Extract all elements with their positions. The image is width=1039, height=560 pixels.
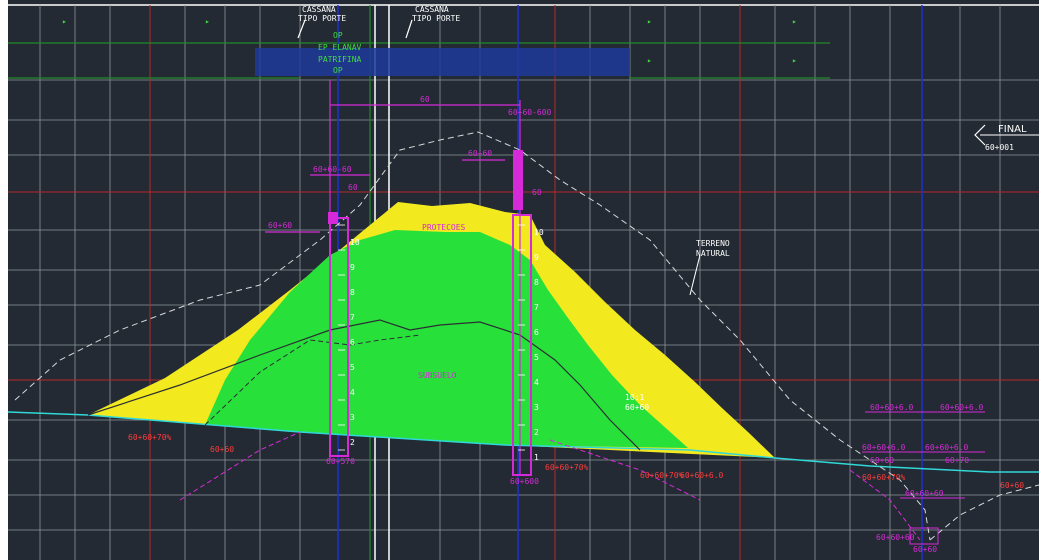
right-top-2: 60+60+6.0 <box>940 403 984 412</box>
right-bottom-2: 60+60+60 <box>876 533 915 542</box>
svg-text:6: 6 <box>534 328 539 337</box>
dim-left-elev: 60+60-60 <box>313 165 352 174</box>
svg-text:8: 8 <box>534 278 539 287</box>
right-row-1: 60+60 <box>870 456 894 465</box>
red-right-1: 60+60+70% <box>640 471 684 480</box>
svg-text:▸: ▸ <box>62 17 67 26</box>
right-row-2: 60+70 <box>945 456 969 465</box>
center-note-3: PATRIFINA <box>318 55 362 64</box>
right-mid-1: 60+60+6.0 <box>862 443 906 452</box>
svg-text:▸: ▸ <box>792 17 797 26</box>
top-pointer-arrows <box>297 19 413 39</box>
right-bottom-1: 60+60+60 <box>905 489 944 498</box>
svg-text:▸: ▸ <box>792 56 797 65</box>
svg-text:10: 10 <box>534 228 544 237</box>
svg-text:4: 4 <box>350 388 355 397</box>
red-left-1: 60+60+70% <box>128 433 172 442</box>
svg-text:7: 7 <box>534 303 539 312</box>
red-left-2: 60+60 <box>210 445 234 454</box>
right-pile-ticks <box>518 224 525 451</box>
right-red-2: 60+60 <box>1000 481 1024 490</box>
svg-text:8: 8 <box>350 288 355 297</box>
right-pile-cap <box>513 150 523 210</box>
title-band <box>255 48 630 76</box>
svg-text:10: 10 <box>350 238 360 247</box>
center-note-1: OP <box>333 31 343 40</box>
right-top-tag: 60+60 <box>468 149 492 158</box>
bottom-right-col: 60+600 <box>510 477 539 486</box>
right-col-marks: 10 9 8 7 6 5 4 3 2 1 <box>534 228 544 462</box>
right-red-1: 60+60+70% <box>862 473 906 482</box>
left-pile-column <box>329 217 349 457</box>
svg-text:4: 4 <box>534 378 539 387</box>
svg-text:3: 3 <box>534 403 539 412</box>
slope-tag-2: 60+60 <box>625 403 649 412</box>
left-pile-ticks <box>338 224 345 451</box>
svg-text:1: 1 <box>534 453 539 462</box>
final-arrow-icon <box>974 124 986 146</box>
natural-terrain-line <box>14 131 931 541</box>
bottom-left-col: 60+570 <box>326 457 355 466</box>
final-label-1: FINAL <box>998 124 1027 135</box>
dim-top: 60 <box>420 95 430 104</box>
svg-text:7: 7 <box>350 313 355 322</box>
text-red: 60+60+70% 60+60 60+60+70% 60+60+70% 60+6… <box>128 433 1024 490</box>
text-magenta: 60 60+60-600 60+60-60 60+60 60+60 60 60 … <box>268 95 984 554</box>
red-mid: 60+60+70% <box>545 463 589 472</box>
green-markers: ▸ ▸ ▸ ▸ ▸ ▸ <box>62 17 797 65</box>
note-right-2: TIPO PORTE <box>412 14 460 23</box>
right-top-1: 60+60+6.0 <box>870 403 914 412</box>
top-fill-label: PROTECOES <box>422 223 466 232</box>
right-col-tag: 60 <box>532 188 542 197</box>
svg-text:9: 9 <box>350 263 355 272</box>
embankment-green-fill <box>205 230 688 448</box>
note-right-1: CASSANA <box>415 5 449 14</box>
svg-text:▸: ▸ <box>647 17 652 26</box>
right-mid-2: 60+60+6.0 <box>925 443 969 452</box>
text-white: CASSANA TIPO PORTE CASSANA TIPO PORTE TE… <box>298 5 1027 258</box>
svg-text:▸: ▸ <box>205 17 210 26</box>
terreno-label-1: TERRENO <box>696 239 730 248</box>
svg-text:5: 5 <box>534 353 539 362</box>
red-right-2: 60+60+6.0 <box>680 471 724 480</box>
inner-slope-line <box>87 319 641 451</box>
svg-text:9: 9 <box>534 253 539 262</box>
center-note-4: OP <box>333 66 343 75</box>
ground-line <box>7 411 1039 473</box>
center-fill-label: SUBSUELO <box>418 371 457 380</box>
right-bottom-box <box>909 527 939 545</box>
note-left-2: TIPO PORTE <box>298 14 346 23</box>
svg-text:6: 6 <box>350 338 355 347</box>
svg-text:2: 2 <box>350 438 355 447</box>
terreno-pointer <box>689 254 701 296</box>
center-note-2: EP ELANAV <box>318 43 362 52</box>
svg-text:3: 3 <box>350 413 355 422</box>
left-top-tag: 60+60 <box>268 221 292 230</box>
natural-terrain-right <box>929 484 1039 541</box>
svg-text:▸: ▸ <box>647 56 652 65</box>
right-bottom-3: 60+60 <box>913 545 937 554</box>
terreno-label-2: NATURAL <box>696 249 730 258</box>
note-left-1: CASSANA <box>302 5 336 14</box>
text-green: OP EP ELANAV PATRIFINA OP <box>318 31 362 75</box>
magenta-dashed-lines <box>179 431 921 541</box>
slope-tag-1: 10:1 <box>625 393 644 402</box>
left-pile-cap <box>328 212 338 224</box>
right-annotation-lines <box>862 411 985 499</box>
left-col-tag: 60 <box>348 183 358 192</box>
dim-right: 60+60-600 <box>508 108 552 117</box>
svg-text:2: 2 <box>534 428 539 437</box>
final-label-2: 60+001 <box>985 143 1014 152</box>
right-pile-column <box>512 214 532 476</box>
left-col-marks: 10 9 8 7 6 5 4 3 2 <box>350 238 360 447</box>
svg-text:5: 5 <box>350 363 355 372</box>
